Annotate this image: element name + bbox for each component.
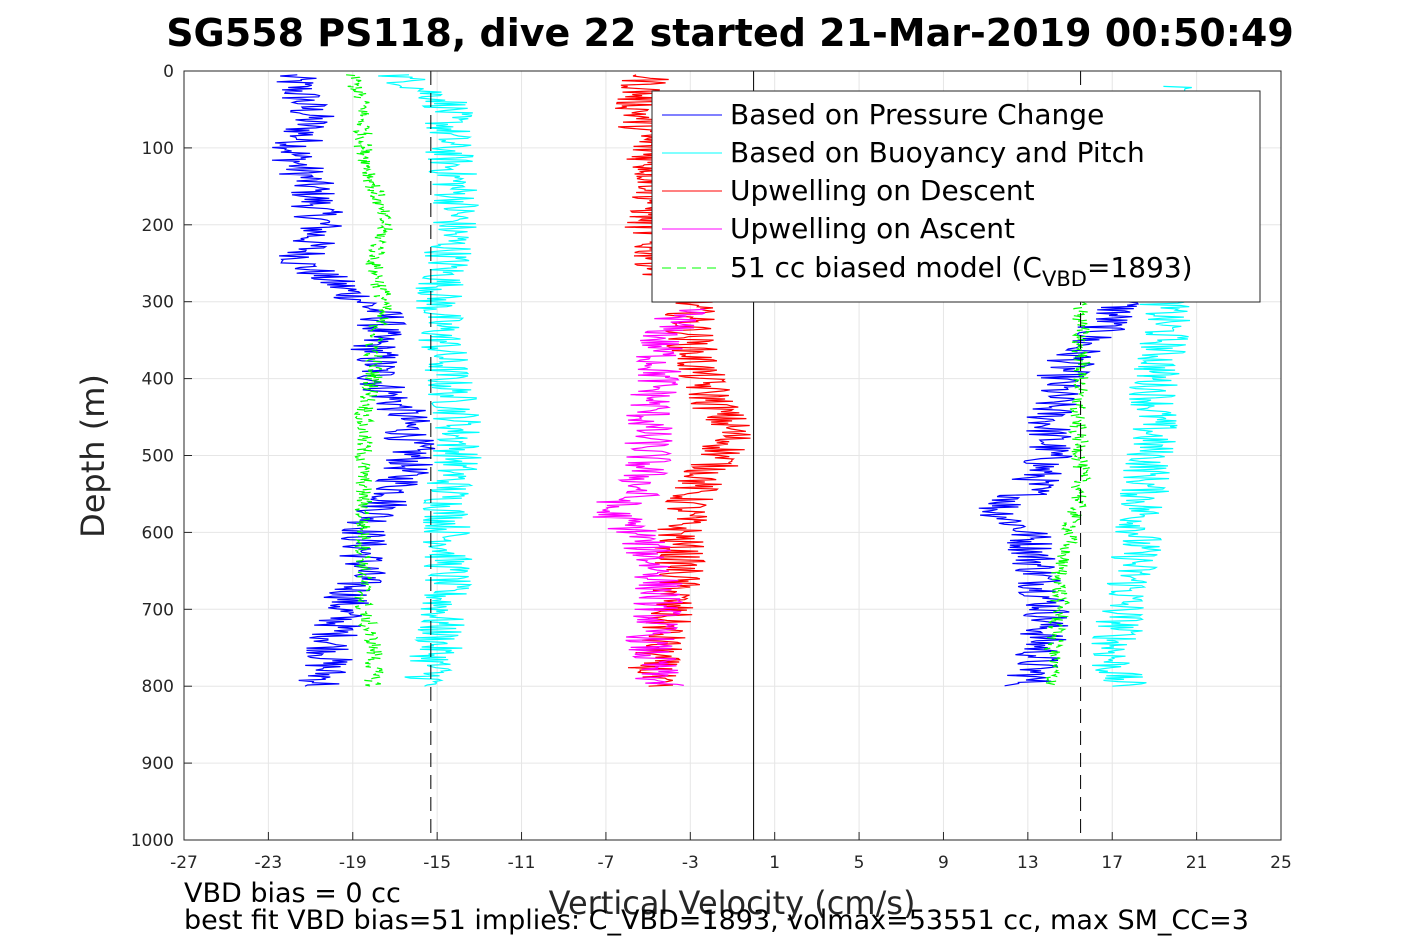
y-tick-label: 800 <box>142 677 174 697</box>
series-line-3-ascent <box>592 308 706 686</box>
legend-label-model-tail: =1893) <box>1087 251 1193 284</box>
series-line-0-ascent <box>978 301 1140 687</box>
y-tick-label: 500 <box>142 447 174 467</box>
y-tick-label: 700 <box>142 600 174 620</box>
legend: Based on Pressure Change Based on Buoyan… <box>651 90 1261 303</box>
x-tick-label: -19 <box>339 853 367 873</box>
x-tick-label: 21 <box>1186 853 1208 873</box>
y-tick-label: 1000 <box>131 831 174 851</box>
chart-title: SG558 PS118, dive 22 started 21-Mar-2019… <box>166 11 1294 55</box>
x-tick-label: -23 <box>254 853 282 873</box>
x-tick-label: 17 <box>1101 853 1123 873</box>
axis-ticks: -27 -23 -19 -15 -11 -7 -3 1 5 9 13 17 21 25 0 100 200 300… <box>131 62 1292 873</box>
y-tick-label: 0 <box>163 62 174 82</box>
x-tick-label: 13 <box>1017 853 1039 873</box>
legend-label-descent: Upwelling on Descent <box>730 174 1035 207</box>
series-line-0-descent <box>271 74 436 687</box>
series-line-4-descent <box>346 74 393 687</box>
series-line-2-descent <box>615 74 751 687</box>
footer-line-2: best fit VBD bias=51 implies: C_VBD=1893… <box>184 905 1249 936</box>
x-axis-label: Vertical Velocity (cm/s) <box>549 884 916 922</box>
y-tick-label: 200 <box>142 216 174 236</box>
series-line-1-descent <box>378 74 482 687</box>
plot-series <box>271 74 1195 687</box>
legend-label-pressure: Based on Pressure Change <box>730 98 1104 131</box>
y-tick-label: 300 <box>142 293 174 313</box>
legend-label-model-sub: VBD <box>1042 267 1087 291</box>
y-tick-label: 600 <box>142 523 174 543</box>
y-tick-label: 400 <box>142 370 174 390</box>
x-tick-label: -11 <box>508 853 536 873</box>
footer-line-1: VBD bias = 0 cc <box>184 878 401 909</box>
series-line-4-ascent <box>1044 301 1092 687</box>
x-tick-label: -3 <box>682 853 699 873</box>
x-tick-label: 1 <box>769 853 780 873</box>
legend-label-ascent: Upwelling on Ascent <box>730 212 1015 245</box>
x-tick-label: 5 <box>854 853 865 873</box>
legend-label-model: 51 cc biased model (CVBD=1893) <box>730 251 1193 291</box>
legend-label-buoyancy: Based on Buoyancy and Pitch <box>730 136 1145 169</box>
y-tick-label: 100 <box>142 139 174 159</box>
y-axis-label: Depth (m) <box>74 374 112 538</box>
legend-label-model-main: 51 cc biased model (C <box>730 251 1042 284</box>
x-tick-label: -27 <box>170 853 198 873</box>
x-tick-label: -15 <box>423 853 451 873</box>
legend-box <box>651 90 1261 303</box>
y-tick-label: 900 <box>142 754 174 774</box>
x-tick-label: 25 <box>1270 853 1292 873</box>
x-tick-label: -7 <box>597 853 614 873</box>
x-tick-label: 9 <box>938 853 949 873</box>
